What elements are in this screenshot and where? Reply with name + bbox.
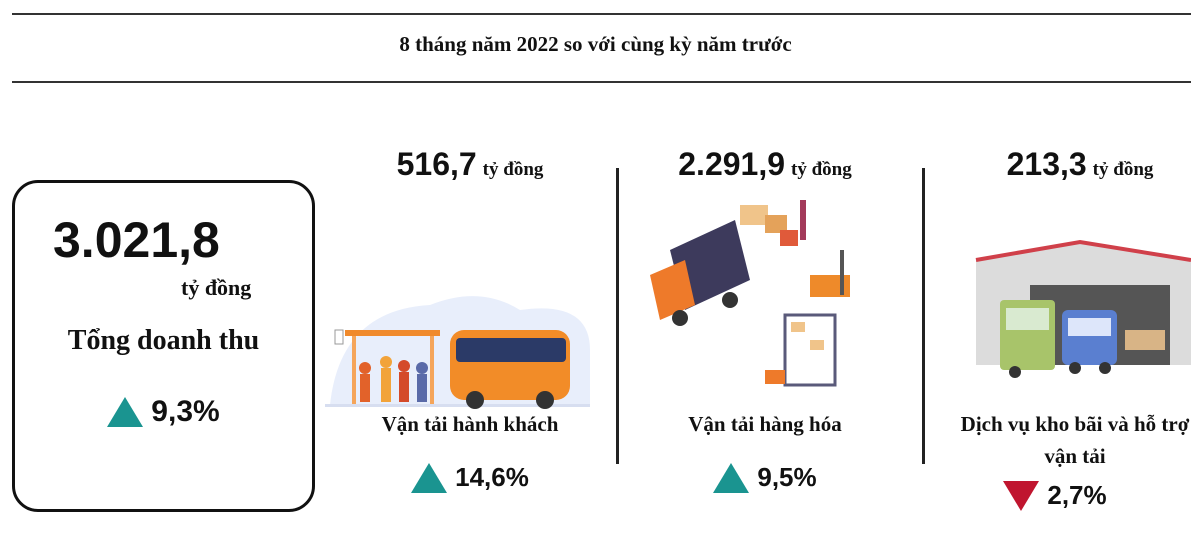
value-text: 516,7 <box>397 146 477 182</box>
item-value: 2.291,9 tỷ đồng <box>615 146 915 183</box>
total-value: 3.021,8 <box>53 211 220 269</box>
bottom-rule <box>12 81 1191 83</box>
item: 516,7 tỷ đồng Vận tải hành khách 14,6% <box>320 140 620 540</box>
trend-arrow <box>107 397 143 427</box>
item: 2.291,9 tỷ đồng Vận tải hàng hóa 9,5% <box>615 140 915 540</box>
item-label: Dịch vụ kho bãi và hỗ trợ vận tải <box>960 408 1190 472</box>
change-text: 9,5% <box>757 462 816 493</box>
top-rule <box>12 13 1191 15</box>
divider <box>922 168 925 464</box>
trend-arrow <box>411 463 447 493</box>
warehouse-illustration <box>940 190 1191 410</box>
value-text: 2.291,9 <box>678 146 785 182</box>
total-unit: tỷ đồng <box>181 275 251 301</box>
item-label: Vận tải hành khách <box>320 408 620 440</box>
item-value: 516,7 tỷ đồng <box>320 146 620 183</box>
bus-illustration <box>320 190 620 410</box>
unit-text: tỷ đồng <box>1093 159 1154 180</box>
item-change: 2,7% <box>940 480 1170 511</box>
trend-arrow <box>1003 481 1039 511</box>
change-text: 2,7% <box>1047 480 1106 511</box>
trend-arrow <box>713 463 749 493</box>
item-label: Vận tải hàng hóa <box>615 408 915 440</box>
item-value: 213,3 tỷ đồng <box>940 146 1191 183</box>
change-text: 14,6% <box>455 462 529 493</box>
truck-illustration <box>615 190 915 410</box>
total-change: 9,3% <box>15 395 312 429</box>
item-change: 14,6% <box>320 462 620 493</box>
item-change: 9,5% <box>615 462 915 493</box>
total-box: 3.021,8 tỷ đồng Tổng doanh thu 9,3% <box>12 180 315 512</box>
total-label: Tổng doanh thu <box>15 325 312 357</box>
change-text: 9,3% <box>151 395 219 429</box>
value-text: 213,3 <box>1007 146 1087 182</box>
page: {"header": {"title": "8 tháng năm 2022 s… <box>0 0 1191 544</box>
item: 213,3 tỷ đồng Dịch vụ kho bãi và hỗ trợ v… <box>940 140 1191 540</box>
title: 8 tháng năm 2022 so với cùng kỳ năm trướ… <box>0 32 1191 57</box>
unit-text: tỷ đồng <box>483 159 544 180</box>
unit-text: tỷ đồng <box>791 159 852 180</box>
